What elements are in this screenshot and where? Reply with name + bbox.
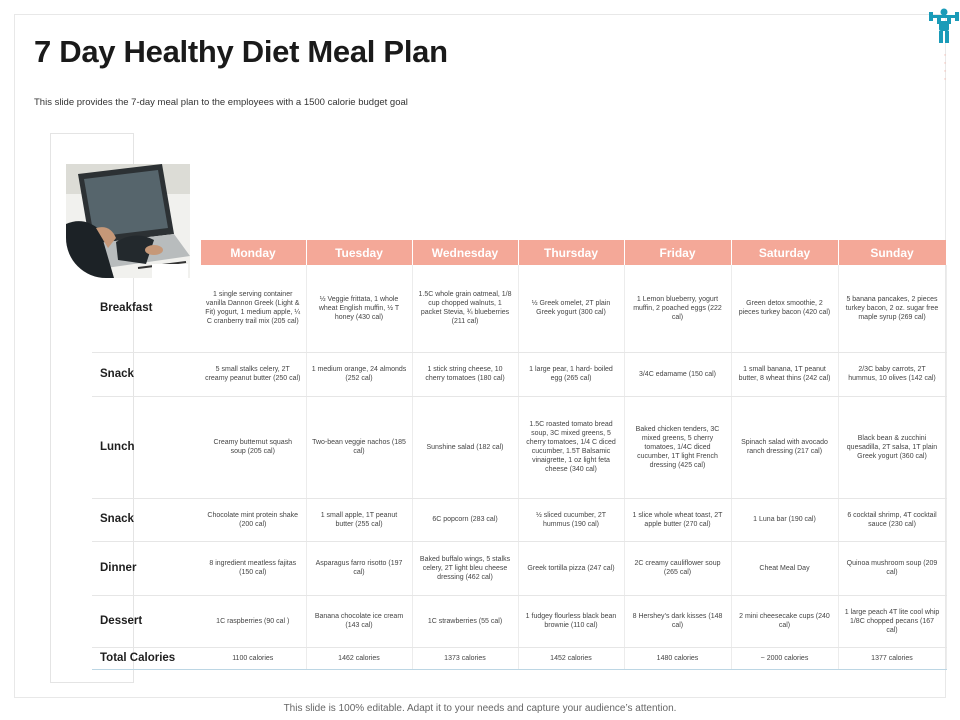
table-cell: 2C creamy cauliflower soup (265 cal) <box>624 541 732 596</box>
table-cell: 1100 calories <box>200 647 307 670</box>
header-thursday: Thursday <box>518 240 625 265</box>
table-cell: ½ Veggie frittata, 1 whole wheat English… <box>306 265 413 353</box>
weightlifter-icon <box>929 8 959 43</box>
table-cell: Baked buffalo wings, 5 stalks celery, 2T… <box>412 541 519 596</box>
page-title: 7 Day Healthy Diet Meal Plan <box>34 34 448 69</box>
table-cell: 1C raspberries (90 cal ) <box>200 595 307 648</box>
table-cell: 1480 calories <box>624 647 732 670</box>
table-cell: Baked chicken tenders, 3C mixed greens, … <box>624 396 732 499</box>
row-label: Dinner <box>92 541 200 596</box>
table-cell: 1 small apple, 1T peanut butter (255 cal… <box>306 498 413 542</box>
table-cell: 8 ingredient meatless fajitas (150 cal) <box>200 541 307 596</box>
table-cell: Greek tortilla pizza (247 cal) <box>518 541 625 596</box>
table-cell: 1 Luna bar (190 cal) <box>731 498 839 542</box>
table-cell: Chocolate mint protein shake (200 cal) <box>200 498 307 542</box>
table-cell: Spinach salad with avocado ranch dressin… <box>731 396 839 499</box>
table-cell: 1.5C whole grain oatmeal, 1/8 cup choppe… <box>412 265 519 353</box>
table-cell: ½ sliced cucumber, 2T hummus (190 cal) <box>518 498 625 542</box>
row-label: Snack <box>92 498 200 542</box>
table-row-total-calories: Total Calories 1100 calories 1462 calori… <box>92 647 947 670</box>
table-row-snack-1: Snack 5 small stalks celery, 2T creamy p… <box>92 352 947 397</box>
row-label: Total Calories <box>92 647 200 670</box>
table-cell: Green detox smoothie, 2 pieces turkey ba… <box>731 265 839 353</box>
table-row-snack-2: Snack Chocolate mint protein shake (200 … <box>92 498 947 542</box>
table-cell: 5 banana pancakes, 2 pieces turkey bacon… <box>838 265 947 353</box>
table-cell: Asparagus farro risotto (197 cal) <box>306 541 413 596</box>
table-cell: 1 large peach 4T lite cool whip 1/8C cho… <box>838 595 947 648</box>
table-cell: Creamy butternut squash soup (205 cal) <box>200 396 307 499</box>
header-monday: Monday <box>200 240 307 265</box>
header-friday: Friday <box>624 240 732 265</box>
page-subtitle: This slide provides the 7-day meal plan … <box>34 97 408 108</box>
table-cell: ½ Greek omelet, 2T plain Greek yogurt (3… <box>518 265 625 353</box>
table-row-lunch: Lunch Creamy butternut squash soup (205 … <box>92 396 947 499</box>
table-cell: 6C popcorn (283 cal) <box>412 498 519 542</box>
table-cell: Cheat Meal Day <box>731 541 839 596</box>
table-row-breakfast: Breakfast 1 single serving container van… <box>92 265 947 353</box>
table-cell: 3/4C edamame (150 cal) <box>624 352 732 397</box>
table-cell: 1462 calories <box>306 647 413 670</box>
table-cell: 1C strawberries (55 cal) <box>412 595 519 648</box>
table-cell: 1 Lemon blueberry, yogurt muffin, 2 poac… <box>624 265 732 353</box>
header-sunday: Sunday <box>838 240 947 265</box>
table-row-dessert: Dessert 1C raspberries (90 cal ) Banana … <box>92 595 947 648</box>
table-cell: ~ 2000 calories <box>731 647 839 670</box>
row-label: Dessert <box>92 595 200 648</box>
table-cell: 1.5C roasted tomato bread soup, 3C mixed… <box>518 396 625 499</box>
header-tuesday: Tuesday <box>306 240 413 265</box>
table-cell: 1 fudgey flourless black bean brownie (1… <box>518 595 625 648</box>
table-cell: 2 mini cheesecake cups (240 cal) <box>731 595 839 648</box>
table-cell: 5 small stalks celery, 2T creamy peanut … <box>200 352 307 397</box>
row-label: Breakfast <box>92 265 200 353</box>
meal-plan-table: Monday Tuesday Wednesday Thursday Friday… <box>92 240 947 670</box>
row-label: Snack <box>92 352 200 397</box>
table-cell: Quinoa mushroom soup (209 cal) <box>838 541 947 596</box>
header-saturday: Saturday <box>731 240 839 265</box>
table-cell: Black bean & zucchini quesadilla, 2T sal… <box>838 396 947 499</box>
table-cell: 1452 calories <box>518 647 625 670</box>
table-cell: Two-bean veggie nachos (185 cal) <box>306 396 413 499</box>
table-cell: 1 small banana, 1T peanut butter, 8 whea… <box>731 352 839 397</box>
table-row-dinner: Dinner 8 ingredient meatless fajitas (15… <box>92 541 947 596</box>
table-cell: 1373 calories <box>412 647 519 670</box>
table-cell: 8 Hershey’s dark kisses (148 cal) <box>624 595 732 648</box>
table-cell: 1 stick string cheese, 10 cherry tomatoe… <box>412 352 519 397</box>
table-cell: Banana chocolate ice cream (143 cal) <box>306 595 413 648</box>
table-cell: 1 medium orange, 24 almonds (252 cal) <box>306 352 413 397</box>
header-corner <box>92 240 201 265</box>
table-cell: 1 single serving container vanilla Danno… <box>200 265 307 353</box>
header-wednesday: Wednesday <box>412 240 519 265</box>
decorative-side-marks: ▫ ▫ ▫ ▫ <box>943 52 947 83</box>
row-label: Lunch <box>92 396 200 499</box>
table-cell: Sunshine salad (182 cal) <box>412 396 519 499</box>
footer-note: This slide is 100% editable. Adapt it to… <box>283 703 677 714</box>
table-header-row: Monday Tuesday Wednesday Thursday Friday… <box>92 240 947 265</box>
table-cell: 6 cocktail shrimp, 4T cocktail sauce (23… <box>838 498 947 542</box>
table-cell: 1377 calories <box>838 647 947 670</box>
table-cell: 2/3C baby carrots, 2T hummus, 10 olives … <box>838 352 947 397</box>
table-cell: 1 large pear, 1 hard- boiled egg (265 ca… <box>518 352 625 397</box>
table-cell: 1 slice whole wheat toast, 2T apple butt… <box>624 498 732 542</box>
